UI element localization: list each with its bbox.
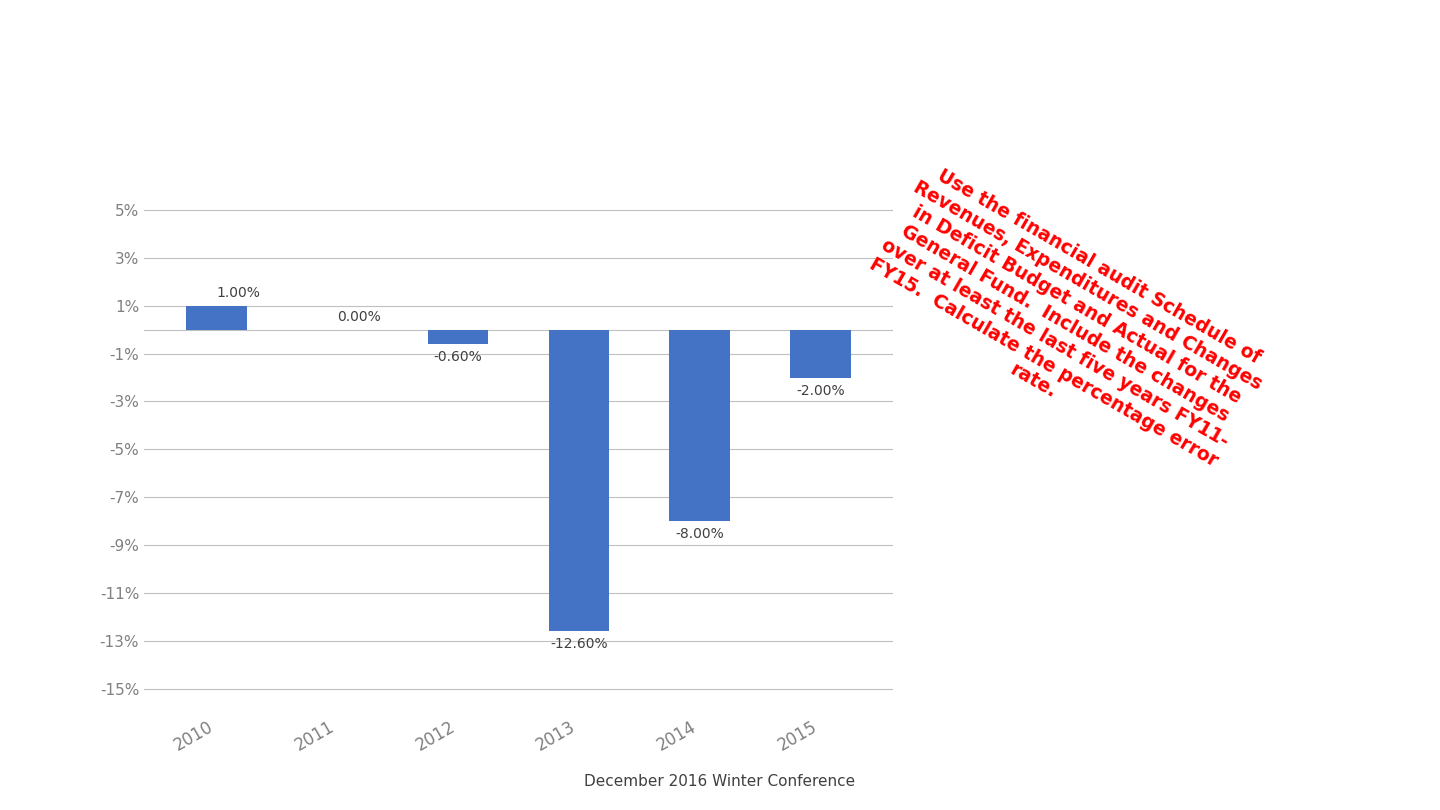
Bar <box>428 330 488 344</box>
Bar <box>791 330 851 377</box>
Text: 1.00%: 1.00% <box>216 286 261 300</box>
Text: (YOUR GOVT) Actual vs Estimated Revenues: (YOUR GOVT) Actual vs Estimated Revenues <box>238 27 1202 65</box>
Text: -0.60%: -0.60% <box>433 350 482 364</box>
Bar <box>549 330 609 631</box>
Text: Use the financial audit Schedule of
Revenues, Expenditures and Changes
in Defici: Use the financial audit Schedule of Reve… <box>855 159 1276 489</box>
Text: December 2016 Winter Conference: December 2016 Winter Conference <box>585 774 855 789</box>
Text: -8.00%: -8.00% <box>675 527 724 541</box>
Bar <box>186 305 246 330</box>
Text: Target XX% accuracy rate: Target XX% accuracy rate <box>439 81 1001 119</box>
Text: 0.00%: 0.00% <box>337 309 382 324</box>
Text: -12.60%: -12.60% <box>550 637 608 651</box>
Text: -2.00%: -2.00% <box>796 383 845 398</box>
Bar <box>670 330 730 521</box>
